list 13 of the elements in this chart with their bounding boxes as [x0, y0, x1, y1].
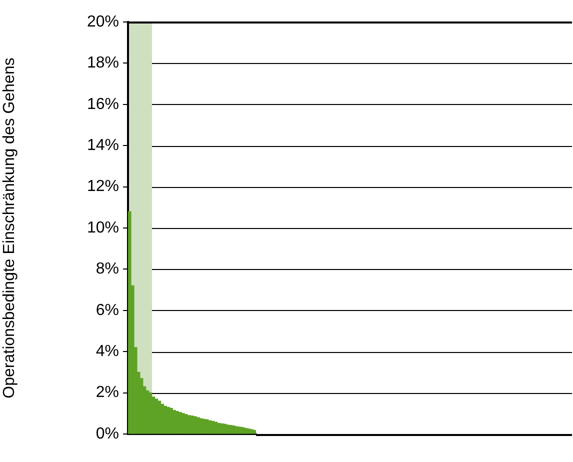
y-tick-label: 10% — [86, 219, 119, 236]
y-tick-label: 8% — [96, 260, 119, 278]
y-tick-label: 12% — [86, 178, 119, 196]
bar — [252, 430, 256, 434]
y-tick-label: 20% — [86, 13, 119, 30]
y-tick-label: 0% — [96, 425, 119, 442]
y-tick-label: 6% — [96, 302, 119, 319]
y-tick-label: 4% — [96, 343, 119, 360]
y-tick-label: 2% — [96, 384, 119, 402]
y-tick-label: 16% — [86, 96, 119, 113]
y-axis-title: Operationsbedingte Einschränkung des Gehens — [1, 58, 18, 398]
y-tick-label: 18% — [86, 54, 119, 72]
y-tick-label: 14% — [86, 137, 119, 154]
